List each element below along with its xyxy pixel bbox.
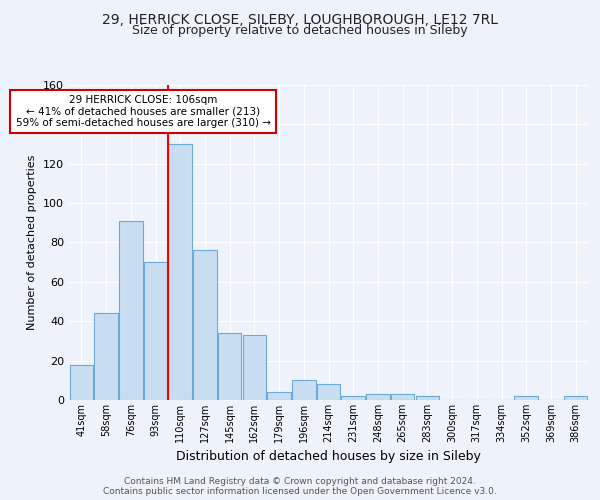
Bar — [242, 335, 266, 400]
Text: Contains public sector information licensed under the Open Government Licence v3: Contains public sector information licen… — [103, 488, 497, 496]
Text: 29, HERRICK CLOSE, SILEBY, LOUGHBOROUGH, LE12 7RL: 29, HERRICK CLOSE, SILEBY, LOUGHBOROUGH,… — [102, 12, 498, 26]
Bar — [193, 250, 217, 400]
Bar — [70, 364, 93, 400]
Bar — [391, 394, 415, 400]
Bar — [119, 221, 143, 400]
Text: Contains HM Land Registry data © Crown copyright and database right 2024.: Contains HM Land Registry data © Crown c… — [124, 478, 476, 486]
Bar — [416, 396, 439, 400]
Y-axis label: Number of detached properties: Number of detached properties — [28, 155, 37, 330]
Text: Size of property relative to detached houses in Sileby: Size of property relative to detached ho… — [132, 24, 468, 37]
Bar — [169, 144, 192, 400]
Bar — [144, 262, 167, 400]
Bar — [218, 333, 241, 400]
Bar — [268, 392, 291, 400]
Bar — [366, 394, 389, 400]
Bar — [292, 380, 316, 400]
Text: 29 HERRICK CLOSE: 106sqm
← 41% of detached houses are smaller (213)
59% of semi-: 29 HERRICK CLOSE: 106sqm ← 41% of detach… — [16, 95, 271, 128]
Bar — [564, 396, 587, 400]
X-axis label: Distribution of detached houses by size in Sileby: Distribution of detached houses by size … — [176, 450, 481, 464]
Bar — [94, 314, 118, 400]
Bar — [514, 396, 538, 400]
Bar — [317, 384, 340, 400]
Bar — [341, 396, 365, 400]
